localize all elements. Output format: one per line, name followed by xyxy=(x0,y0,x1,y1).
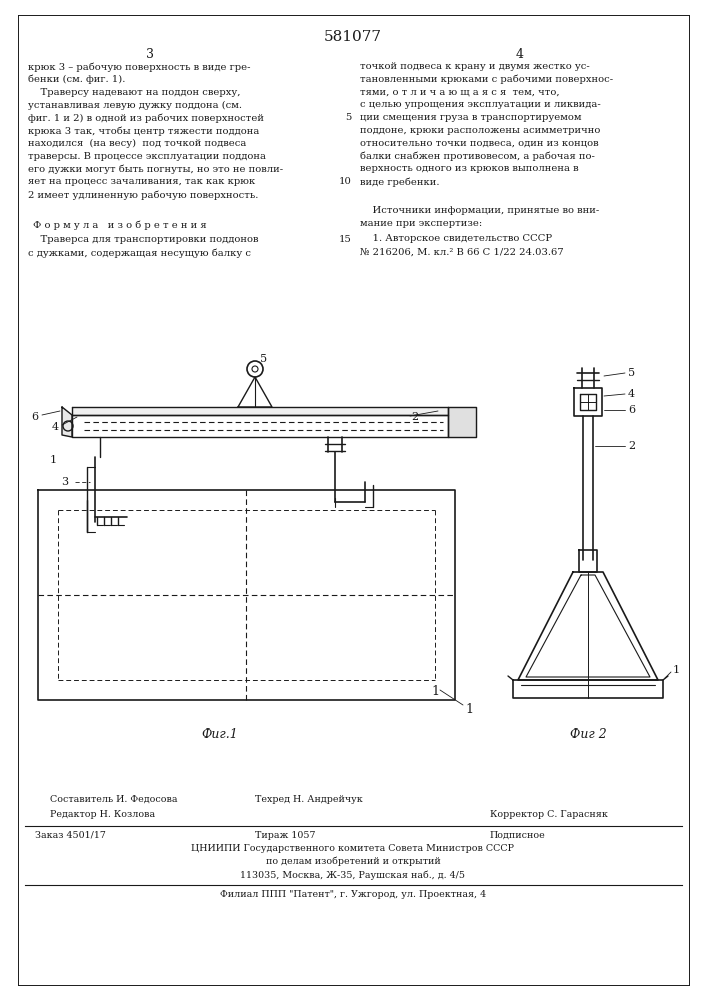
Text: 581077: 581077 xyxy=(324,30,382,44)
Text: виде гребенки.: виде гребенки. xyxy=(360,177,440,187)
Text: тановленными крюками с рабочими поверхнос-: тановленными крюками с рабочими поверхно… xyxy=(360,75,613,84)
Text: 1: 1 xyxy=(49,455,57,465)
Text: устанавливая левую дужку поддона (см.: устанавливая левую дужку поддона (см. xyxy=(28,100,242,110)
Text: находился  (на весу)  под точкой подвеса: находился (на весу) под точкой подвеса xyxy=(28,139,246,148)
Text: по делам изобретений и открытий: по делам изобретений и открытий xyxy=(266,857,440,866)
Text: мание при экспертизе:: мание при экспертизе: xyxy=(360,219,482,228)
Text: Фиг 2: Фиг 2 xyxy=(570,728,607,741)
Text: 1: 1 xyxy=(673,665,680,675)
Text: 1: 1 xyxy=(465,703,473,716)
Text: 1. Авторское свидетельство СССР: 1. Авторское свидетельство СССР xyxy=(360,234,552,243)
Text: 113035, Москва, Ж-35, Раушская наб., д. 4/5: 113035, Москва, Ж-35, Раушская наб., д. … xyxy=(240,870,465,880)
Polygon shape xyxy=(62,407,72,437)
Text: ции смещения груза в транспортируемом: ции смещения груза в транспортируемом xyxy=(360,113,581,122)
Text: Траверса для транспортировки поддонов: Траверса для транспортировки поддонов xyxy=(28,235,259,244)
Text: Подписное: Подписное xyxy=(490,831,546,840)
Text: Техред Н. Андрейчук: Техред Н. Андрейчук xyxy=(255,795,363,804)
Text: Редактор Н. Козлова: Редактор Н. Козлова xyxy=(50,810,155,819)
Text: Заказ 4501/17: Заказ 4501/17 xyxy=(35,831,106,840)
Text: его дужки могут быть погнуты, но это не повли-: его дужки могут быть погнуты, но это не … xyxy=(28,164,283,174)
Text: № 216206, М. кл.² В 66 С 1/22 24.03.67: № 216206, М. кл.² В 66 С 1/22 24.03.67 xyxy=(360,247,563,256)
Text: 15: 15 xyxy=(339,235,352,244)
Text: 5: 5 xyxy=(260,354,267,364)
Text: Тираж 1057: Тираж 1057 xyxy=(255,831,315,840)
Text: относительно точки подвеса, один из концов: относительно точки подвеса, один из конц… xyxy=(360,139,599,148)
Text: Траверсу надевают на поддон сверху,: Траверсу надевают на поддон сверху, xyxy=(28,88,240,97)
Text: точкой подвеса к крану и двумя жестко ус-: точкой подвеса к крану и двумя жестко ус… xyxy=(360,62,590,71)
Text: балки снабжен противовесом, а рабочая по-: балки снабжен противовесом, а рабочая по… xyxy=(360,152,595,161)
Text: 2: 2 xyxy=(411,412,419,422)
Text: Корректор С. Гарасняк: Корректор С. Гарасняк xyxy=(490,810,608,819)
Text: крюк 3 – рабочую поверхность в виде гре-: крюк 3 – рабочую поверхность в виде гре- xyxy=(28,62,250,72)
Text: яет на процесс зачаливания, так как крюк: яет на процесс зачаливания, так как крюк xyxy=(28,177,255,186)
Polygon shape xyxy=(448,407,476,437)
Text: 1: 1 xyxy=(431,685,439,698)
Text: 10: 10 xyxy=(339,177,352,186)
Text: 6: 6 xyxy=(31,412,39,422)
Polygon shape xyxy=(72,415,448,437)
Text: с дужками, содержащая несущую балку с: с дужками, содержащая несущую балку с xyxy=(28,248,251,258)
Text: Ф о р м у л а   и з о б р е т е н и я: Ф о р м у л а и з о б р е т е н и я xyxy=(33,221,206,230)
Text: 5: 5 xyxy=(628,368,635,378)
Text: 4: 4 xyxy=(628,389,635,399)
Text: 2: 2 xyxy=(628,441,635,451)
Text: фиг. 1 и 2) в одной из рабочих поверхностей: фиг. 1 и 2) в одной из рабочих поверхнос… xyxy=(28,113,264,123)
Text: 6: 6 xyxy=(628,405,635,415)
Text: траверсы. В процессе эксплуатации поддона: траверсы. В процессе эксплуатации поддон… xyxy=(28,152,266,161)
Text: тями, о т л и ч а ю щ а я с я  тем, что,: тями, о т л и ч а ю щ а я с я тем, что, xyxy=(360,88,560,97)
Text: ЦНИИПИ Государственного комитета Совета Министров СССР: ЦНИИПИ Государственного комитета Совета … xyxy=(192,844,515,853)
Text: Составитель И. Федосова: Составитель И. Федосова xyxy=(50,795,177,804)
Text: с целью упрощения эксплуатации и ликвида-: с целью упрощения эксплуатации и ликвида… xyxy=(360,100,601,109)
Text: бенки (см. фиг. 1).: бенки (см. фиг. 1). xyxy=(28,75,125,84)
Polygon shape xyxy=(72,407,448,415)
Text: 2 имеет удлиненную рабочую поверхность.: 2 имеет удлиненную рабочую поверхность. xyxy=(28,190,258,200)
Text: 4: 4 xyxy=(52,422,59,432)
Polygon shape xyxy=(238,377,272,407)
Text: 3: 3 xyxy=(62,477,69,487)
Text: крюка 3 так, чтобы центр тяжести поддона: крюка 3 так, чтобы центр тяжести поддона xyxy=(28,126,259,135)
Text: верхность одного из крюков выполнена в: верхность одного из крюков выполнена в xyxy=(360,164,578,173)
Text: Фиг.1: Фиг.1 xyxy=(201,728,238,741)
Text: 3: 3 xyxy=(146,48,154,61)
Text: Источники информации, принятые во вни-: Источники информации, принятые во вни- xyxy=(360,206,600,215)
Text: 4: 4 xyxy=(516,48,524,61)
Text: поддоне, крюки расположены асимметрично: поддоне, крюки расположены асимметрично xyxy=(360,126,600,135)
Text: Филиал ППП "Патент", г. Ужгород, ул. Проектная, 4: Филиал ППП "Патент", г. Ужгород, ул. Про… xyxy=(220,890,486,899)
Text: 5: 5 xyxy=(346,113,352,122)
